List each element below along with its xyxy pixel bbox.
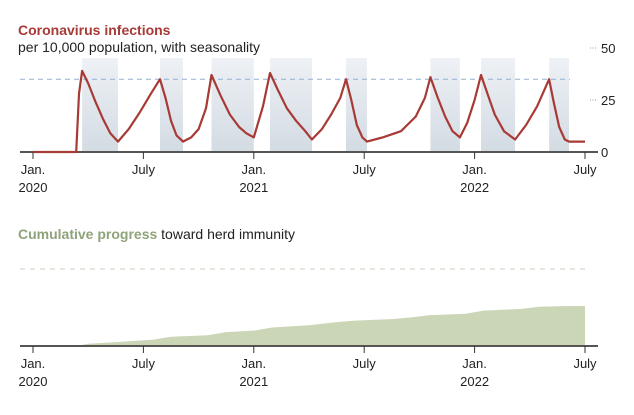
x-tick-label: Jan. <box>242 162 267 177</box>
x-tick-year-label: 2021 <box>239 180 268 195</box>
x-tick-label: July <box>132 162 156 177</box>
x-tick-label: Jan. <box>462 356 487 371</box>
season-band <box>345 58 367 152</box>
chart2-title: Cumulative progress toward herd immunity <box>18 226 295 243</box>
x-tick-year-label: 2020 <box>19 180 48 195</box>
y-tick-label: 25 <box>601 93 615 108</box>
x-tick-year-label: 2020 <box>19 374 48 389</box>
x-tick-year-label: 2022 <box>460 180 489 195</box>
immunity-chart: Jan. 2020 July Jan. 2021 July Jan. 2022 July <box>19 268 598 389</box>
x-tick-label: Jan. <box>242 356 267 371</box>
immunity-area <box>33 306 585 346</box>
season-band <box>159 58 183 152</box>
x-tick-year-label: 2021 <box>239 374 268 389</box>
chart2-title-rest: toward herd immunity <box>157 226 295 242</box>
x-tick-label: July <box>353 356 377 371</box>
season-band <box>82 58 119 152</box>
x-tick-label: July <box>353 162 377 177</box>
y-tick-label: 50 <box>601 41 615 56</box>
x-tick-label: July <box>573 356 597 371</box>
season-band <box>481 58 516 152</box>
infections-line <box>33 69 585 154</box>
x-tick-label: Jan. <box>21 356 46 371</box>
chart1-subtitle: per 10,000 population, with seasonality <box>18 39 261 55</box>
chart1-title: Coronavirus infections <box>18 22 170 39</box>
season-band <box>211 58 254 152</box>
y-tick-label: 0 <box>601 145 608 160</box>
chart1-title-highlight: Coronavirus infections <box>18 22 171 38</box>
x-tick-year-label: 2022 <box>460 374 489 389</box>
infections-chart: 0 25 50 Jan. 2020 July Jan. 2021 July Jan. 2022 Jul… <box>19 41 616 195</box>
season-band <box>549 58 569 152</box>
season-band <box>269 58 312 152</box>
x-tick-label: Jan. <box>462 162 487 177</box>
chart2-title-highlight: Cumulative progress <box>18 226 158 242</box>
x-tick-label: Jan. <box>21 162 46 177</box>
x-tick-label: July <box>132 356 156 371</box>
season-band <box>430 58 460 152</box>
x-tick-label: July <box>573 162 597 177</box>
